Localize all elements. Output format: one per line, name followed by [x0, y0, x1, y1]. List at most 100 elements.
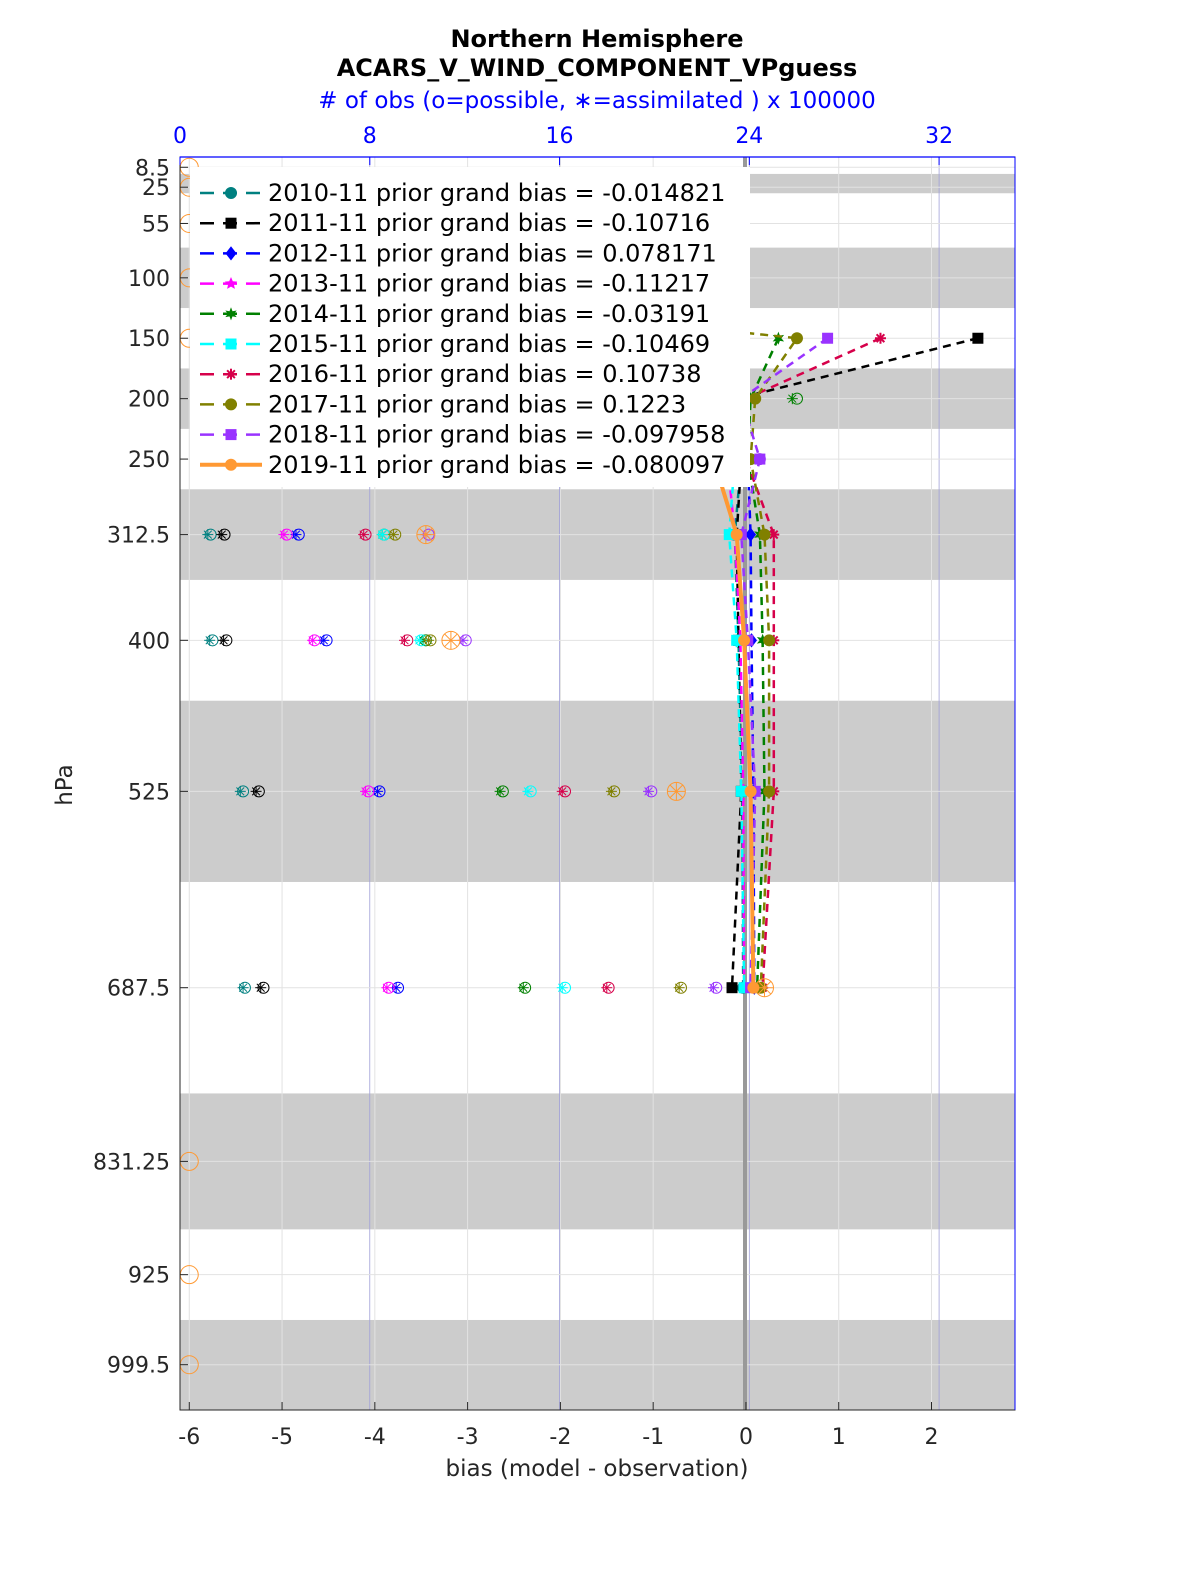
obs-assimilated-marker-stroke: [444, 633, 458, 648]
legend-marker: [225, 217, 237, 229]
y-tick-label: 525: [128, 780, 170, 805]
obs-assimilated-marker-stroke: [219, 636, 228, 645]
obs-assimilated-marker-stroke: [205, 636, 214, 645]
y-axis-label: hPa: [52, 764, 78, 806]
series-point: [730, 528, 743, 541]
obs-assimilated-marker-stroke: [519, 983, 528, 992]
x-tick-label: -6: [178, 1425, 200, 1450]
series-point: [731, 634, 743, 646]
series-line: [318, 276, 745, 988]
top-tick-label: 32: [925, 124, 953, 149]
obs-assimilated-marker: [494, 785, 506, 797]
legend-marker: [225, 307, 237, 321]
x-tick-label: -4: [364, 1425, 386, 1450]
obs-assimilated-marker-stroke: [607, 787, 616, 796]
series-point-stroke: [875, 333, 886, 343]
obs-assimilated-marker-stroke: [757, 980, 772, 995]
obs-assimilated-marker: [517, 982, 529, 994]
obs-assimilated-marker: [667, 782, 686, 801]
top-tick-label: 0: [173, 124, 187, 149]
obs-assimilated-marker-stroke: [308, 636, 317, 645]
y-tick-label: 8.5: [135, 156, 170, 181]
y-tick-label: 687.5: [107, 977, 170, 1002]
obs-assimilated-marker: [522, 785, 534, 797]
legend-marker: [225, 458, 237, 471]
obs-assimilated-marker: [218, 634, 230, 646]
series-point: [822, 332, 834, 344]
y-tick-label: 250: [128, 448, 170, 473]
legend-marker: [225, 429, 237, 441]
legend-box: [190, 167, 750, 487]
x-tick-label: 1: [832, 1425, 846, 1450]
top-x-axis: 0 8 16 24 32: [173, 124, 953, 165]
obs-assimilated-marker-stroke: [236, 787, 245, 796]
obs-assimilated-marker: [360, 785, 372, 797]
x-tick-label: -1: [642, 1425, 664, 1450]
obs-assimilated-marker: [307, 634, 319, 646]
y-tick-label: 831.25: [93, 1150, 170, 1175]
legend-entry: 2016-11 prior grand bias = 0.10738: [268, 360, 701, 388]
legend-entry: 2010-11 prior grand bias = -0.014821: [268, 179, 725, 207]
obs-assimilated-marker: [234, 785, 246, 797]
y-tick-label: 925: [128, 1264, 170, 1289]
obs-assimilated-marker: [290, 529, 302, 541]
y-tick-label: 100: [128, 267, 170, 292]
obs-assimilated-marker-stroke: [709, 983, 718, 992]
obs-assimilated-marker: [202, 529, 214, 541]
obs-assimilated-marker: [457, 634, 469, 646]
obs-assimilated-marker: [556, 785, 568, 797]
top-axis-label: # of obs (o=possible, ∗=assimilated ) x …: [318, 88, 876, 114]
obs-assimilated-marker: [250, 785, 262, 797]
obs-assimilated-marker-stroke: [238, 983, 248, 992]
obs-assimilated-marker: [707, 982, 719, 994]
obs-assimilated-marker-stroke: [424, 636, 433, 645]
legend-marker-stroke: [226, 369, 236, 379]
obs-assimilated-marker-stroke: [382, 983, 392, 992]
obs-assimilated-marker: [381, 982, 393, 994]
legend-marker: [225, 338, 237, 350]
legend-entry: 2018-11 prior grand bias = -0.097958: [268, 421, 725, 449]
obs-assimilated-marker: [673, 982, 685, 994]
chart-title: Northern Hemisphere: [450, 25, 743, 53]
legend-marker: [225, 368, 237, 380]
legend: 2010-11 prior grand bias = -0.0148212011…: [190, 167, 750, 487]
obs-assimilated-marker-stroke: [373, 787, 382, 796]
series-point: [723, 529, 735, 541]
obs-assimilated-marker-stroke: [400, 636, 409, 645]
series-line: [216, 276, 800, 988]
x-tick-label: 2: [925, 1425, 939, 1450]
series-point: [738, 634, 751, 647]
y-tick-label: 999.5: [107, 1354, 170, 1379]
series-point: [749, 392, 762, 405]
legend-entry: 2012-11 prior grand bias = 0.078171: [268, 239, 717, 267]
obs-assimilated-marker-stroke: [674, 983, 684, 992]
top-tick-label: 16: [546, 124, 574, 149]
legend-entry: 2017-11 prior grand bias = 0.1223: [268, 390, 686, 418]
series-point: [790, 332, 803, 345]
series-point: [772, 331, 785, 345]
obs-assimilated-marker-stroke: [788, 394, 797, 403]
series-point: [726, 982, 738, 994]
x-tick-label: 0: [739, 1425, 753, 1450]
series-point: [738, 982, 750, 994]
obs-assimilated-marker-stroke: [669, 784, 684, 799]
obs-assimilated-marker: [755, 978, 774, 997]
obs-assimilated-marker-stroke: [389, 530, 398, 539]
obs-assimilated-marker: [423, 634, 435, 646]
obs-assimilated-marker: [441, 631, 460, 650]
obs-assimilated-marker: [358, 529, 370, 541]
legend-marker: [225, 187, 237, 199]
obs-assimilated-marker-stroke: [361, 787, 370, 796]
obs-assimilated-marker-stroke: [495, 787, 505, 796]
chart-subtitle: ACARS_V_WIND_COMPONENT_VPguess: [337, 54, 858, 82]
series-point: [744, 785, 757, 798]
obs-assimilated-marker-stroke: [523, 787, 533, 796]
obs-assimilated-marker-stroke: [558, 983, 567, 992]
obs-assimilated-marker: [601, 982, 613, 994]
y-tick-label: 400: [128, 629, 170, 654]
obs-assimilated-marker: [643, 785, 655, 797]
series-8: [211, 271, 803, 994]
obs-assimilated-marker: [237, 982, 249, 994]
obs-assimilated-marker-stroke: [558, 787, 567, 796]
